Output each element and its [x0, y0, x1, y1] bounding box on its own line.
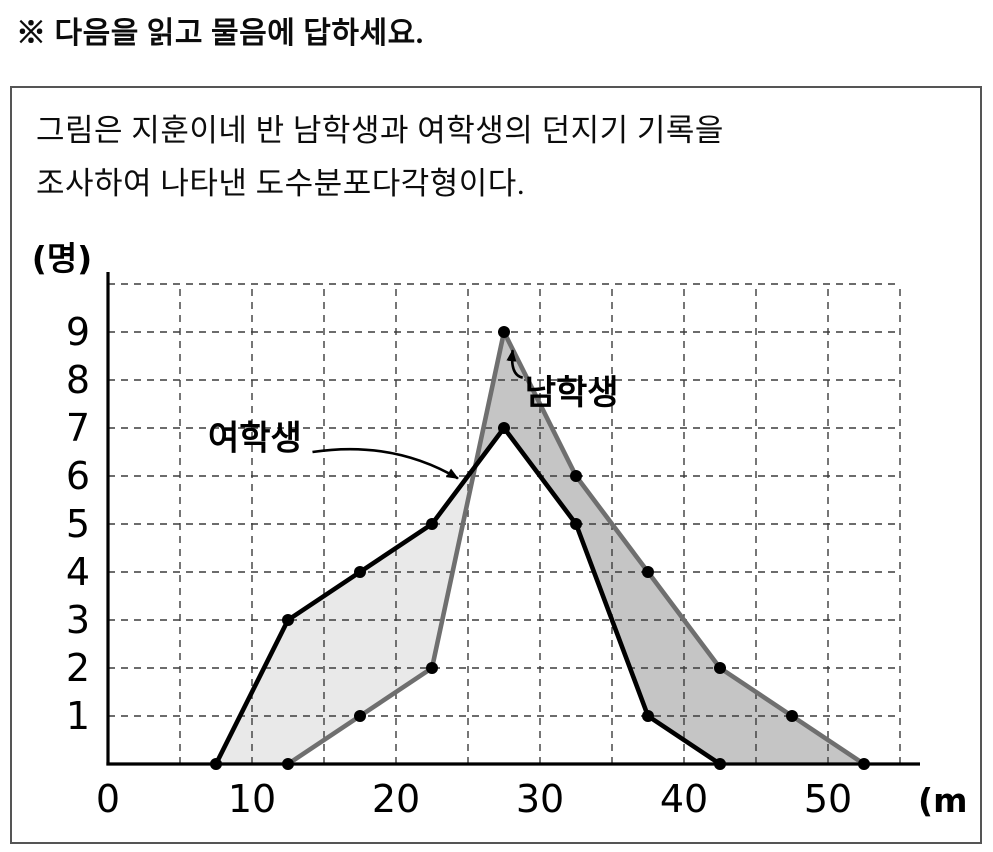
series-label: 여학생 — [208, 419, 302, 459]
annotation-arrow — [312, 447, 459, 480]
data-point — [282, 758, 294, 770]
data-point — [570, 470, 582, 482]
x-tick-label: 50 — [804, 777, 852, 821]
data-point — [642, 710, 654, 722]
y-tick-label: 2 — [66, 646, 90, 690]
data-point — [714, 662, 726, 674]
x-axis-unit-label: (m) — [918, 781, 968, 820]
x-tick-label: 10 — [228, 777, 276, 821]
data-point — [354, 566, 366, 578]
y-tick-label: 6 — [66, 454, 90, 498]
y-tick-label: 4 — [66, 550, 90, 594]
data-point — [498, 326, 510, 338]
instruction-text: ※ 다음을 읽고 물음에 답하세요. — [16, 17, 424, 50]
data-point — [210, 758, 222, 770]
y-tick-label: 7 — [66, 406, 90, 450]
data-point — [426, 518, 438, 530]
annotation-arrow — [506, 349, 524, 379]
data-point — [714, 758, 726, 770]
problem-line-2: 조사하여 나타낸 도수분포다각형이다. — [36, 166, 526, 201]
y-axis-unit-label: (명) — [32, 239, 93, 278]
problem-line-1: 그림은 지훈이네 반 남학생과 여학생의 던지기 기록을 — [36, 113, 724, 148]
data-point — [354, 710, 366, 722]
data-point — [426, 662, 438, 674]
y-tick-label: 5 — [66, 502, 90, 546]
girls-polygon-line — [213, 425, 723, 767]
y-tick-label: 1 — [66, 694, 90, 738]
problem-box: 그림은 지훈이네 반 남학생과 여학생의 던지기 기록을 조사하여 나타낸 도수… — [10, 86, 982, 844]
y-tick-label: 9 — [66, 310, 90, 354]
y-tick-label: 8 — [66, 358, 90, 402]
problem-description: 그림은 지훈이네 반 남학생과 여학생의 던지기 기록을 조사하여 나타낸 도수… — [36, 104, 724, 210]
data-point — [498, 422, 510, 434]
x-tick-label: 30 — [516, 777, 564, 821]
data-point — [282, 614, 294, 626]
y-tick-label: 3 — [66, 598, 90, 642]
data-point — [858, 758, 870, 770]
data-point — [786, 710, 798, 722]
boys-area — [475, 332, 864, 764]
x-tick-label: 20 — [372, 777, 420, 821]
data-point — [642, 566, 654, 578]
series-label: 남학생 — [525, 373, 619, 413]
x-tick-label: 0 — [96, 777, 120, 821]
data-point — [570, 518, 582, 530]
girls-area — [216, 467, 475, 764]
x-tick-label: 40 — [660, 777, 708, 821]
